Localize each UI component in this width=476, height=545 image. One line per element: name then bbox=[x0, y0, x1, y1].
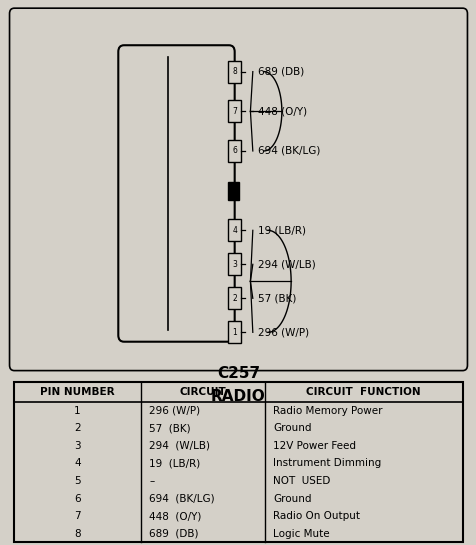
Text: 448  (O/Y): 448 (O/Y) bbox=[149, 511, 201, 521]
Text: 7: 7 bbox=[232, 107, 237, 116]
Text: C257: C257 bbox=[217, 366, 259, 381]
Text: 6: 6 bbox=[232, 147, 237, 155]
Text: 4: 4 bbox=[74, 458, 80, 469]
FancyBboxPatch shape bbox=[10, 8, 466, 371]
Text: 294  (W/LB): 294 (W/LB) bbox=[149, 441, 210, 451]
Text: NOT  USED: NOT USED bbox=[273, 476, 330, 486]
Bar bbox=[228, 182, 239, 201]
Text: Ground: Ground bbox=[273, 494, 311, 504]
Text: Instrument Dimming: Instrument Dimming bbox=[273, 458, 381, 469]
Text: CIRCUIT  FUNCTION: CIRCUIT FUNCTION bbox=[306, 387, 420, 397]
Text: 296 (W/P): 296 (W/P) bbox=[257, 328, 308, 337]
Text: 4: 4 bbox=[232, 226, 237, 235]
Bar bbox=[228, 60, 241, 82]
Bar bbox=[228, 322, 241, 343]
Text: 6: 6 bbox=[74, 494, 80, 504]
Text: –: – bbox=[149, 476, 154, 486]
Text: 689  (DB): 689 (DB) bbox=[149, 529, 198, 538]
Text: 2: 2 bbox=[74, 423, 80, 433]
Text: 1: 1 bbox=[232, 328, 237, 337]
Text: 448 (O/Y): 448 (O/Y) bbox=[257, 106, 306, 116]
Text: CIRCUIT: CIRCUIT bbox=[179, 387, 226, 397]
Text: RADIO: RADIO bbox=[211, 389, 265, 404]
Text: Radio On Output: Radio On Output bbox=[273, 511, 359, 521]
Bar bbox=[228, 140, 241, 162]
Text: 2: 2 bbox=[232, 294, 237, 303]
Text: Radio Memory Power: Radio Memory Power bbox=[273, 406, 382, 416]
Text: 19 (LB/R): 19 (LB/R) bbox=[257, 225, 305, 235]
Text: 694 (BK/LG): 694 (BK/LG) bbox=[257, 146, 319, 156]
Text: Logic Mute: Logic Mute bbox=[273, 529, 329, 538]
Bar bbox=[228, 220, 241, 241]
Text: 57  (BK): 57 (BK) bbox=[149, 423, 190, 433]
Bar bbox=[14, 382, 462, 542]
Text: 3: 3 bbox=[74, 441, 80, 451]
Text: PIN NUMBER: PIN NUMBER bbox=[40, 387, 115, 397]
Text: Ground: Ground bbox=[273, 423, 311, 433]
Text: 296 (W/P): 296 (W/P) bbox=[149, 406, 200, 416]
Bar bbox=[228, 253, 241, 275]
FancyBboxPatch shape bbox=[118, 45, 234, 342]
Text: 3: 3 bbox=[232, 260, 237, 269]
Text: 1: 1 bbox=[74, 406, 80, 416]
Text: 7: 7 bbox=[74, 511, 80, 521]
Text: 19  (LB/R): 19 (LB/R) bbox=[149, 458, 200, 469]
Text: 8: 8 bbox=[232, 67, 237, 76]
Text: 694  (BK/LG): 694 (BK/LG) bbox=[149, 494, 215, 504]
Text: 294 (W/LB): 294 (W/LB) bbox=[257, 259, 315, 269]
Bar bbox=[228, 100, 241, 122]
Text: 5: 5 bbox=[74, 476, 80, 486]
Text: 12V Power Feed: 12V Power Feed bbox=[273, 441, 356, 451]
Text: 689 (DB): 689 (DB) bbox=[257, 66, 303, 77]
Bar bbox=[228, 287, 241, 309]
Text: 57 (BK): 57 (BK) bbox=[257, 293, 295, 304]
Text: 8: 8 bbox=[74, 529, 80, 538]
